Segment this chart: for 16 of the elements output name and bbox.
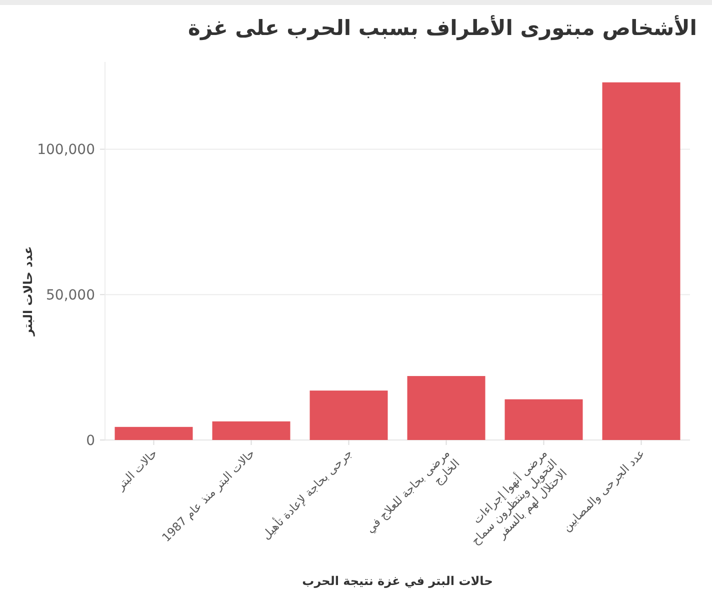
y-tick-label: 0 bbox=[86, 433, 95, 449]
x-axis-title: حالات البتر في غزة نتيجة الحرب bbox=[302, 574, 493, 588]
bar bbox=[114, 426, 193, 440]
y-axis-title: عدد حالات البتر bbox=[21, 246, 35, 337]
chart-title: الأشخاص مبتورى الأطراف بسبب الحرب على غزة bbox=[188, 15, 697, 41]
bar bbox=[602, 82, 680, 440]
x-tick-label: جرحى بحاجة لإعادة تأهيل bbox=[258, 446, 355, 542]
bar bbox=[407, 376, 486, 440]
bar bbox=[310, 390, 388, 440]
y-tick-label: 50,000 bbox=[46, 288, 95, 304]
bar bbox=[212, 421, 290, 440]
x-tick-label: حالات البتر منذ عام 1987 bbox=[159, 446, 258, 545]
y-tick-label: 100,000 bbox=[37, 142, 95, 158]
x-tick-label: حالات البتر bbox=[112, 446, 160, 494]
bar bbox=[504, 399, 583, 440]
x-tick-label: مرضى بحاجة للعلاج في الخارج bbox=[362, 446, 462, 536]
